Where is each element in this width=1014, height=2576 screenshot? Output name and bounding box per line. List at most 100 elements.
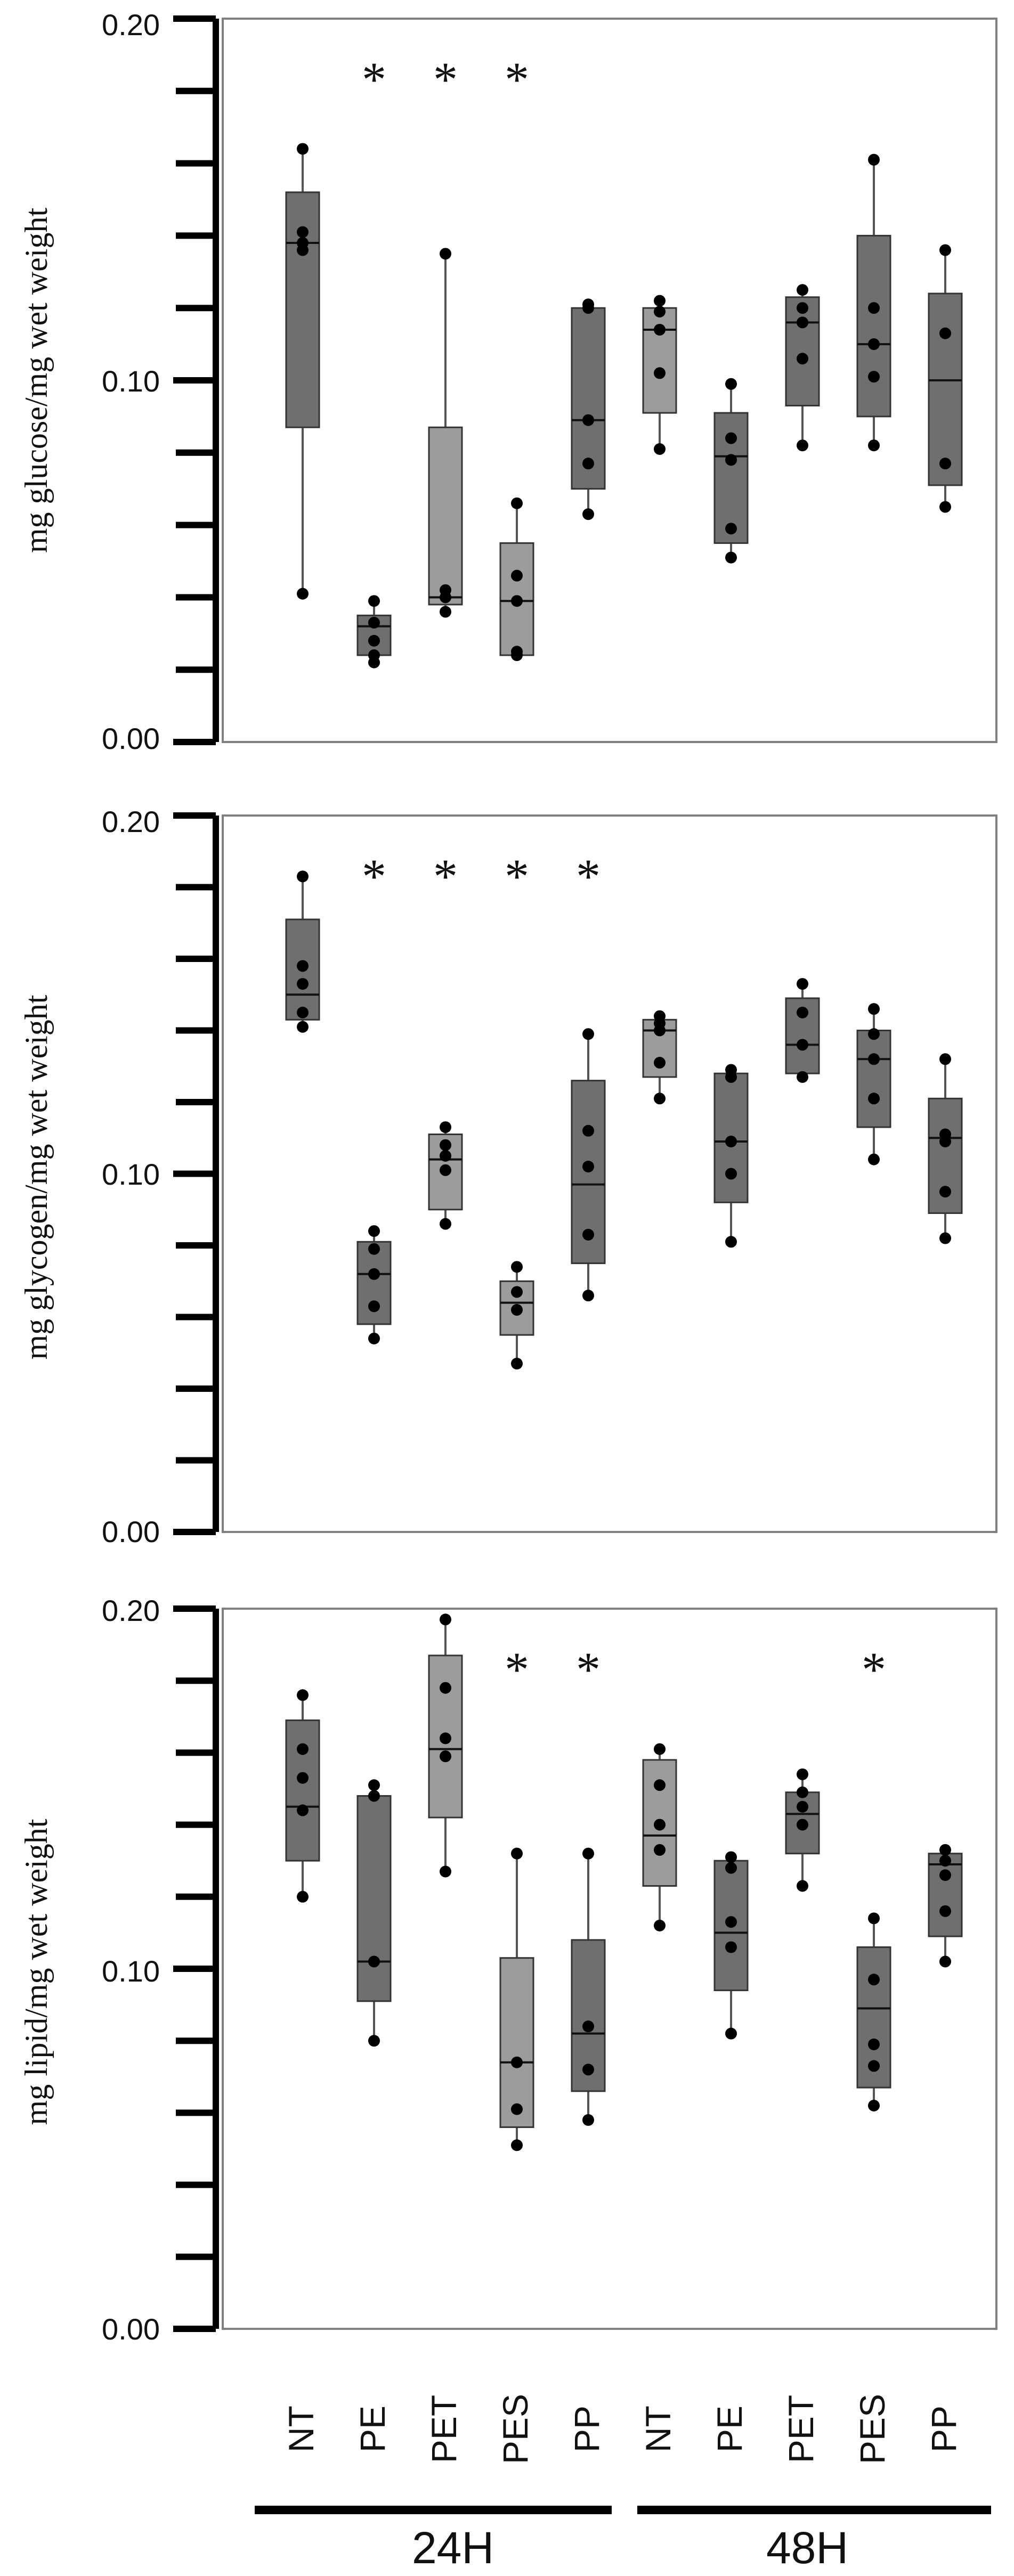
data-point — [368, 1225, 380, 1237]
data-point — [582, 1847, 594, 1860]
data-point — [368, 1790, 380, 1802]
data-point — [582, 1161, 594, 1173]
data-point — [297, 1743, 309, 1755]
data-point — [939, 1869, 951, 1881]
y-tick-label: 0.00 — [102, 722, 160, 755]
data-point — [725, 454, 737, 466]
data-point — [297, 870, 309, 883]
category-label: NT — [281, 2406, 321, 2452]
box-iqr — [285, 1719, 320, 1862]
data-point — [654, 1010, 666, 1022]
box-pp — [928, 1844, 963, 1968]
data-point — [297, 1804, 309, 1816]
category-label: PET — [424, 2395, 464, 2463]
data-point — [654, 443, 666, 455]
data-point — [368, 1332, 380, 1344]
data-point — [797, 1071, 808, 1083]
plot-frame — [222, 1608, 997, 2330]
data-point — [297, 588, 309, 600]
data-point — [511, 2139, 523, 2151]
data-point — [440, 1164, 451, 1176]
data-point — [868, 2060, 880, 2072]
box-iqr — [928, 1853, 963, 1937]
box-pe — [356, 1779, 392, 2047]
data-point — [654, 1844, 666, 1856]
data-point — [511, 1304, 523, 1316]
data-point — [725, 2027, 737, 2040]
box-iqr — [785, 296, 820, 407]
data-point — [582, 298, 594, 311]
significance-star: * — [362, 52, 386, 107]
data-point — [939, 1905, 951, 1917]
data-point — [654, 1779, 666, 1791]
y-tick-label: 0.20 — [102, 1594, 160, 1627]
y-ticks — [173, 1605, 216, 2332]
data-point — [440, 1139, 451, 1151]
data-point — [582, 2064, 594, 2076]
data-point — [654, 323, 666, 336]
y-ticks — [173, 15, 216, 745]
data-point — [440, 1150, 451, 1162]
y-tick-label: 0.00 — [102, 1515, 160, 1548]
data-point — [511, 2056, 523, 2068]
data-point — [440, 606, 451, 618]
category-label: PP — [924, 2406, 963, 2452]
box-iqr — [428, 426, 463, 606]
data-point — [440, 1865, 451, 1878]
data-point — [654, 1743, 666, 1755]
data-point — [725, 1851, 737, 1863]
category-label: PE — [710, 2406, 749, 2452]
data-point — [725, 1064, 737, 1076]
data-point — [654, 1919, 666, 1931]
data-point — [654, 1057, 666, 1069]
data-point — [939, 458, 951, 470]
y-axis-label: mg glycogen/mg wet weight — [19, 994, 54, 1359]
data-point — [725, 523, 737, 535]
category-label: PP — [567, 2406, 606, 2452]
data-point — [797, 1768, 808, 1780]
y-tick-label: 0.10 — [102, 1157, 160, 1191]
data-point — [297, 978, 309, 990]
data-point — [939, 327, 951, 339]
data-point — [440, 248, 451, 260]
group-label-48h: 48H — [766, 2523, 848, 2573]
category-label: PET — [781, 2395, 821, 2463]
box-pp — [571, 298, 606, 520]
box-iqr — [928, 292, 963, 486]
data-point — [868, 1974, 880, 1986]
data-point — [297, 226, 309, 238]
data-point — [939, 1128, 951, 1140]
significance-star: * — [505, 1642, 529, 1697]
data-point — [725, 1236, 737, 1248]
data-point — [725, 1941, 737, 1953]
box-pet — [428, 1613, 463, 1878]
box-pet — [785, 978, 820, 1083]
data-point — [582, 508, 594, 520]
data-point — [725, 1135, 737, 1147]
category-label: PES — [496, 2394, 535, 2464]
data-point — [440, 1218, 451, 1230]
data-point — [297, 1890, 309, 1903]
box-pe: * — [356, 52, 392, 669]
category-labels: NT PE PET PES PP NT PE PET PES PP — [281, 2394, 963, 2464]
data-point — [297, 1689, 309, 1701]
data-point — [797, 1880, 808, 1892]
data-point — [725, 378, 737, 390]
box-iqr — [499, 1957, 534, 2128]
box-pe: * — [356, 849, 392, 1344]
data-point — [297, 960, 309, 972]
data-point — [868, 1093, 880, 1105]
data-point — [797, 978, 808, 990]
y-tick-label: 0.10 — [102, 364, 160, 398]
data-point — [368, 1243, 380, 1255]
data-point — [939, 1855, 951, 1867]
data-point — [868, 153, 880, 166]
group-label-24h: 24H — [412, 2523, 494, 2573]
data-point — [582, 1228, 594, 1241]
data-point — [511, 569, 523, 582]
category-label: PES — [853, 2394, 892, 2464]
box-pes: * — [499, 52, 534, 662]
significance-star: * — [362, 849, 386, 903]
data-point — [797, 1006, 808, 1018]
data-point — [797, 1039, 808, 1051]
